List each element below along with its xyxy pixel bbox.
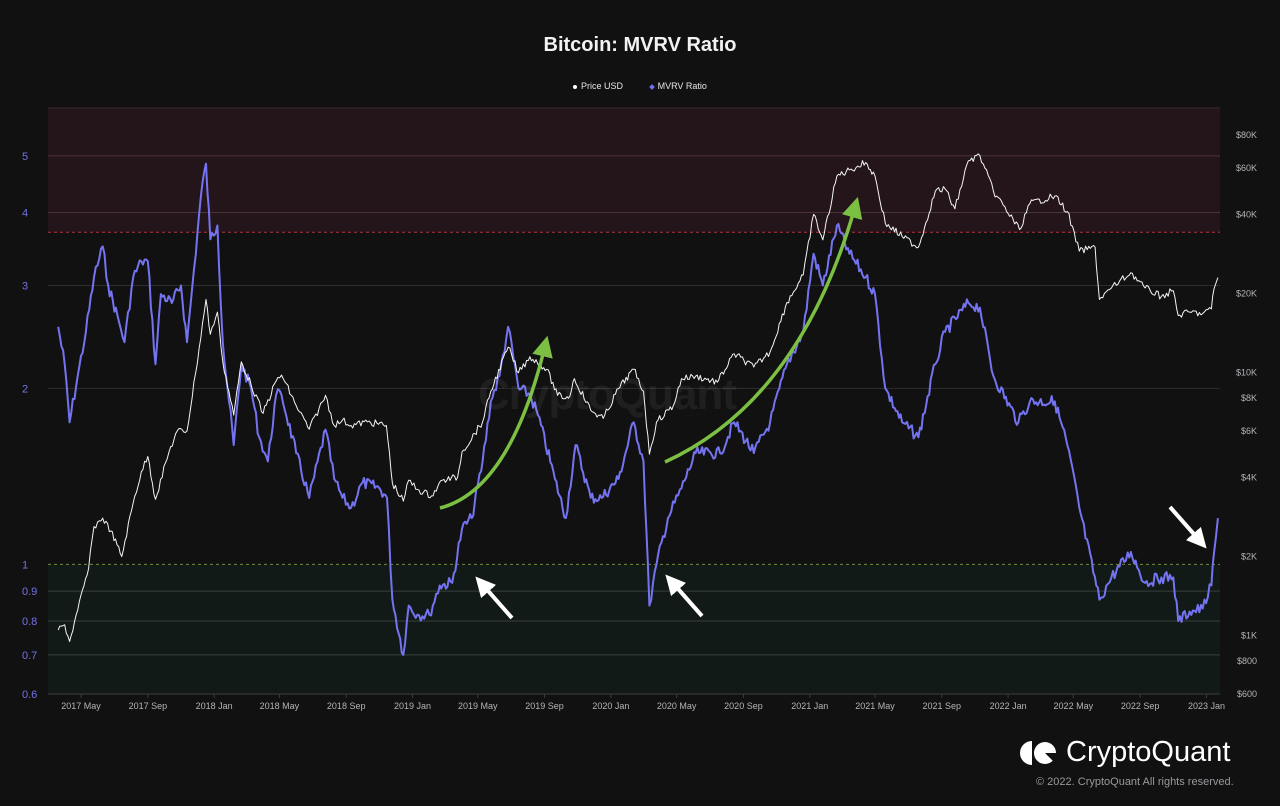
- y-left-tick: 0.7: [22, 650, 37, 662]
- y-left-tick: 4: [22, 208, 28, 220]
- y-right-tick: $800: [1237, 656, 1257, 666]
- cryptoquant-logo-icon: [1020, 740, 1056, 765]
- legend-item-mvrv[interactable]: MVRV Ratio: [648, 81, 707, 91]
- undervalued-band: [48, 564, 1220, 694]
- x-tick: 2019 Sep: [525, 701, 564, 711]
- x-tick: 2021 Jan: [791, 701, 828, 711]
- x-tick: 2019 May: [458, 701, 498, 711]
- x-tick: 2020 Sep: [724, 701, 763, 711]
- x-tick: 2017 May: [61, 701, 101, 711]
- y-left-tick: 1: [22, 559, 28, 571]
- x-tick: 2021 Sep: [923, 701, 962, 711]
- price-legend-dot-icon: [573, 84, 578, 89]
- legend-item-price[interactable]: Price USD: [573, 81, 623, 91]
- y-right-tick: $600: [1237, 689, 1257, 699]
- valuation-bands: [48, 107, 1220, 694]
- y-left-tick: 0.8: [22, 616, 37, 628]
- x-tick: 2019 Jan: [394, 701, 431, 711]
- y-right-tick: $80K: [1236, 130, 1257, 140]
- y-right-tick: $10K: [1236, 368, 1257, 378]
- watermark: CryptoQuant: [478, 370, 737, 419]
- brand-logo: CryptoQuant: [1018, 736, 1230, 769]
- x-tick: 2018 Sep: [327, 701, 366, 711]
- y-left-tick: 5: [22, 151, 28, 163]
- x-tick: 2021 May: [855, 701, 895, 711]
- y-right-tick: $4K: [1241, 472, 1257, 482]
- y-right-tick: $2K: [1241, 552, 1257, 562]
- x-tick: 2020 May: [657, 701, 697, 711]
- gridlines: [48, 155, 1220, 695]
- legend-label: MVRV Ratio: [657, 81, 707, 91]
- white-pointer-arrow-icon: [1168, 505, 1207, 549]
- copyright-text: © 2022. CryptoQuant All rights reserved.: [1036, 776, 1234, 788]
- green-uptrend-arrow-icon: [664, 196, 863, 464]
- x-tick: 2018 May: [260, 701, 300, 711]
- y-right-tick: $8K: [1241, 393, 1257, 403]
- y-left-tick: 3: [22, 281, 28, 293]
- axis-labels: 5 4 3 2 1 0.9 0.8 0.7 0.6 $80K $60K $40K $20K $10K $8K…: [22, 130, 1257, 711]
- overvalued-band: [48, 108, 1220, 233]
- chart-title: Bitcoin: MVRV Ratio: [543, 34, 737, 56]
- brand-name: CryptoQuant: [1066, 736, 1231, 768]
- x-tick: 2022 May: [1054, 701, 1094, 711]
- legend-label: Price USD: [581, 81, 624, 91]
- y-left-tick: 0.6: [22, 689, 37, 701]
- x-tick: 2022 Jan: [990, 701, 1027, 711]
- data-series: [57, 153, 1219, 656]
- y-right-tick: $60K: [1236, 163, 1257, 173]
- y-right-tick: $40K: [1236, 209, 1257, 219]
- white-pointer-arrow-icon: [475, 576, 514, 620]
- annotations: [439, 196, 1207, 620]
- green-uptrend-arrow-icon: [439, 335, 553, 510]
- chart-legend: Price USD MVRV Ratio: [0, 81, 1280, 91]
- white-pointer-arrow-icon: [665, 574, 704, 618]
- price-usd-line: [57, 153, 1219, 642]
- x-tick: 2017 Sep: [129, 701, 168, 711]
- x-tick: 2018 Jan: [196, 701, 233, 711]
- x-tick: 2023 Jan: [1188, 701, 1225, 711]
- y-right-tick: $1K: [1241, 631, 1257, 641]
- y-right-tick: $20K: [1236, 289, 1257, 299]
- x-tick: 2020 Jan: [592, 701, 629, 711]
- mvrv-ratio-line: [57, 162, 1219, 656]
- y-left-tick: 0.9: [22, 586, 37, 598]
- y-right-tick: $6K: [1241, 426, 1257, 436]
- x-tick: 2022 Sep: [1121, 701, 1160, 711]
- y-left-tick: 2: [22, 383, 28, 395]
